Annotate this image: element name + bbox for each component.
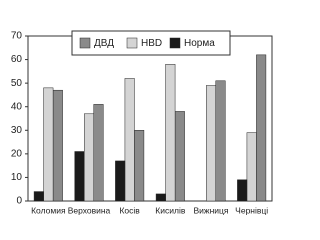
legend-swatch (126, 37, 138, 49)
x-tick-label: Верховина (68, 205, 111, 215)
plot-frame (27, 35, 273, 202)
y-tick-label: 0 (16, 196, 22, 207)
bar (155, 193, 166, 202)
bar (124, 78, 135, 202)
bar (206, 85, 216, 202)
bar (43, 87, 54, 202)
y-tick-label: 50 (11, 78, 23, 89)
x-tick-label: Вижниця (193, 205, 228, 215)
y-tick-label: 40 (11, 101, 23, 112)
x-tick-label: Коломия (31, 205, 66, 215)
y-tick-label: 20 (11, 148, 23, 159)
chart: 0 10 20 30 40 50 60 70 Коломия Верховина Косів Киси… (11, 30, 273, 215)
y-tick-label: 70 (11, 31, 23, 42)
bar (74, 151, 85, 202)
x-tick-label: Чернівці (235, 205, 268, 215)
bar (115, 160, 126, 202)
bar (33, 191, 44, 202)
bar (93, 104, 104, 202)
x-tick-label: Косів (119, 205, 140, 215)
bar (256, 54, 267, 202)
bar (165, 64, 176, 202)
x-tick-label: Кисилів (155, 205, 186, 215)
bar (237, 179, 248, 202)
bar (134, 130, 145, 202)
legend-swatch (169, 37, 181, 49)
bar (215, 80, 226, 202)
legend-swatch (79, 37, 91, 49)
legend-label: Норма (184, 38, 215, 49)
bar (174, 111, 185, 202)
bar (52, 89, 63, 202)
y-tick-label: 60 (11, 54, 23, 65)
legend-label: ДВД (94, 38, 114, 49)
bar (246, 132, 257, 202)
y-tick-label: 30 (11, 125, 23, 136)
bar (84, 113, 94, 202)
legend-label: HBD (141, 38, 162, 49)
legend-box (71, 30, 231, 56)
y-tick-label: 10 (11, 172, 23, 183)
